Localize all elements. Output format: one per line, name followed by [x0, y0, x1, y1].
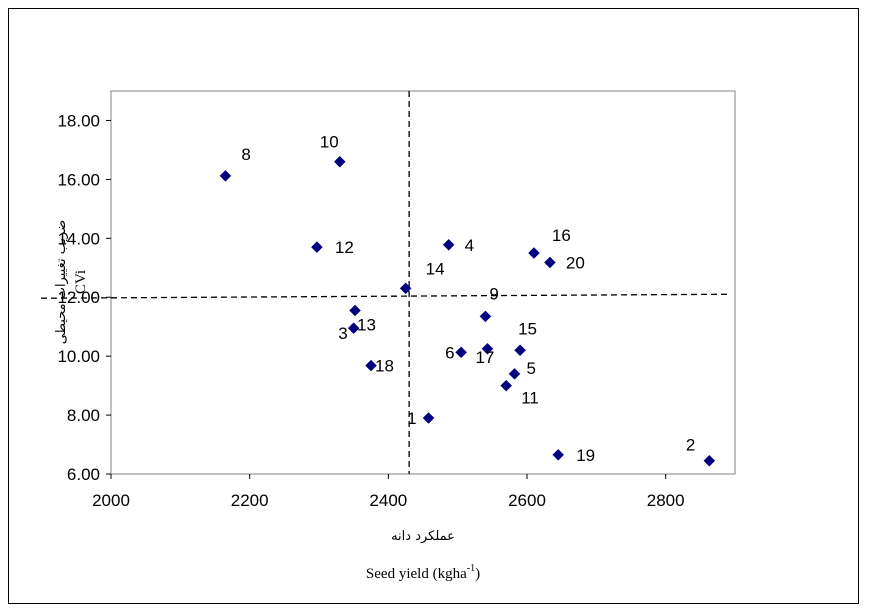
data-point-label: 5 [527, 359, 536, 378]
scatter-chart: 2000 2200 2400 2600 2800 6.00 8.00 10.00 12.00 1… [40, 90, 736, 582]
data-point-marker [552, 448, 565, 461]
data-point-label: 19 [576, 446, 595, 465]
data-point-marker [703, 454, 716, 467]
y-axis-label-english: CVi [73, 270, 89, 294]
x-tick-label: 2000 [92, 491, 130, 510]
data-point-label: 13 [357, 315, 376, 334]
horizontal-reference-line [40, 293, 732, 299]
data-point-label: 10 [320, 133, 339, 152]
data-point-label: 18 [375, 357, 394, 376]
data-point-label: 16 [552, 226, 571, 245]
x-axis-label-persian: عملکرد دانه [391, 529, 455, 544]
data-point-label: 9 [489, 284, 498, 303]
y-tick-label: 14.00 [57, 229, 100, 248]
data-point-marker [422, 412, 435, 424]
data-point-label: 14 [426, 259, 445, 278]
data-point-marker [442, 238, 455, 251]
data-point-marker [544, 256, 556, 269]
data-point-label: 4 [465, 236, 474, 255]
y-axis-ticks: 6.00 8.00 10.00 12.00 14.00 16.00 18.00 [57, 111, 111, 484]
data-point-label: 1 [407, 409, 416, 428]
data-point-marker [311, 241, 323, 253]
x-axis-label-main: Seed yield (kgha [366, 566, 467, 582]
x-axis-label-english: Seed yield (kgha-1) [366, 563, 480, 582]
y-tick-label: 18.00 [57, 111, 100, 130]
data-point-marker [365, 359, 377, 372]
x-axis-label-superscript: -1 [467, 563, 475, 574]
data-point-marker [514, 344, 526, 357]
data-point-label: 2 [686, 436, 695, 455]
x-tick-label: 2200 [231, 491, 269, 510]
chart-frame: 2000 2200 2400 2600 2800 6.00 8.00 10.00 12.00 1… [8, 8, 859, 604]
reference-lines [40, 91, 732, 474]
data-point-label: 17 [475, 348, 494, 367]
y-tick-label: 16.00 [57, 170, 100, 189]
data-point-marker [349, 304, 361, 317]
data-point-label: 15 [518, 319, 537, 338]
data-point-label: 6 [445, 343, 454, 362]
data-point-marker [481, 342, 494, 355]
x-axis-ticks: 2000 2200 2400 2600 2800 [92, 474, 685, 510]
y-tick-label: 12.00 [57, 288, 100, 307]
data-point-marker [479, 310, 492, 323]
x-tick-label: 2400 [369, 491, 407, 510]
y-tick-label: 10.00 [57, 347, 100, 366]
data-point-label: 8 [241, 145, 250, 164]
x-tick-label: 2600 [508, 491, 546, 510]
data-point-label: 11 [521, 389, 539, 408]
x-axis-label-end: ) [475, 566, 480, 582]
data-point-label: 3 [338, 324, 347, 343]
data-point-label: 12 [335, 238, 354, 257]
plot-area [110, 90, 736, 475]
y-tick-label: 8.00 [67, 406, 100, 425]
data-point-marker [528, 247, 540, 259]
y-axis-label-persian: ضریب تغییرات محیطی [54, 220, 69, 344]
x-tick-label: 2800 [647, 491, 685, 510]
data-point-marker [508, 367, 521, 380]
data-point-label: 20 [566, 253, 585, 272]
data-point-marker [500, 379, 513, 392]
data-point-marker [333, 155, 346, 168]
data-point-marker [455, 346, 467, 359]
data-points [219, 155, 716, 467]
y-tick-label: 6.00 [67, 465, 100, 484]
data-point-marker [347, 322, 360, 335]
data-point-marker [219, 169, 232, 182]
data-point-marker [399, 282, 412, 295]
